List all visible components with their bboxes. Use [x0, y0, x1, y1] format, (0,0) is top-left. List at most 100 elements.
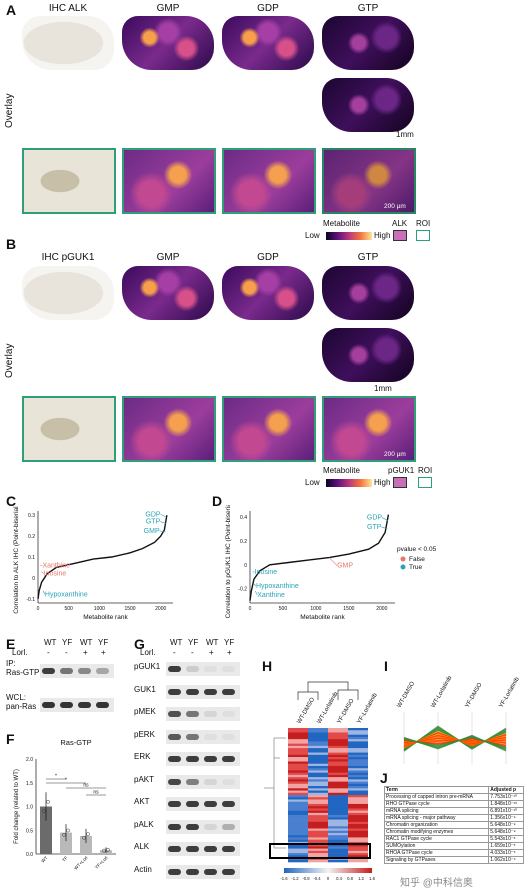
panel-h-cell [328, 750, 348, 753]
panel-g-band [204, 756, 217, 762]
panel-a-legend-low: Low [305, 231, 320, 240]
panel-h-cell [288, 810, 308, 814]
panel-h-cell [328, 799, 348, 802]
panel-h-cell [288, 859, 308, 863]
panel-e-band [60, 702, 73, 708]
panel-h-scale-tick: 1.2 [358, 876, 364, 881]
panel-h-cell [328, 844, 348, 847]
panel-h-cell [348, 757, 368, 760]
panel-g-band [168, 688, 181, 695]
panel-b-gdp-image [222, 266, 314, 320]
panel-h-cell [348, 801, 368, 805]
panel-f-bar [40, 806, 52, 854]
panel-h-cell [328, 745, 348, 749]
panel-h-cell [348, 739, 368, 742]
panel-e-lorl-value: + [83, 648, 88, 657]
panel-h-scale-tick: 0.4 [336, 876, 342, 881]
panel-g-band [204, 711, 217, 717]
panel-h-cell [308, 853, 328, 856]
panel-h-cell [288, 777, 308, 780]
panel-h-col-label: YF-DMSO [337, 698, 356, 725]
panel-i-col-label: WT-DMSO [397, 681, 417, 709]
panel-h-cell [328, 786, 348, 789]
panel-b-gmp-overlay [122, 328, 214, 382]
panel-j-table-cell: 5.543x10⁻⁶ [488, 835, 524, 843]
panel-h-cell [308, 808, 328, 811]
panel-c-y-tick: 0.3 [28, 513, 35, 519]
panel-h-cell [308, 779, 328, 782]
panel-h-col-label: WT-DMSO [297, 697, 317, 725]
panel-h-cell [328, 839, 348, 843]
panel-g-band [222, 823, 235, 830]
panel-g-band [222, 868, 235, 875]
panel-g-blot-strip [166, 774, 240, 789]
panel-h-cell [308, 795, 328, 798]
panel-h-cell [328, 797, 348, 800]
panel-h-cell [348, 732, 368, 735]
panel-j-table-cell: Chromatin organization [383, 821, 490, 829]
panel-h-cell [288, 786, 308, 789]
panel-c-rank-curve [37, 515, 168, 599]
panel-h-cell [308, 777, 328, 780]
panel-j-go-table: Term Adjusted p Processing of capped intro… [383, 786, 524, 864]
panel-b-gtp-image [322, 266, 414, 320]
panel-i-col-label: YF-Lorlatinib [499, 676, 522, 709]
panel-j-header-cell: Adjusted p [488, 786, 524, 794]
panel-g-blot-strip [166, 842, 240, 856]
panel-h-cell [328, 824, 348, 827]
panel-h-col-dendrogram [297, 681, 359, 700]
panel-h-cell [308, 739, 328, 742]
panel-h-cell [288, 835, 308, 838]
panel-j-table-cell: Signaling by GTPases [383, 856, 490, 864]
panel-h-cell [308, 765, 328, 769]
panel-b-gtp-zoom [322, 396, 416, 462]
panel-g-band [168, 711, 181, 717]
panel-h-cell [348, 772, 368, 776]
panel-h-scale-tick: -0.4 [313, 876, 321, 881]
panel-b-legend-title: Metabolite [323, 466, 360, 475]
panel-a-gdp-overlay [222, 78, 314, 132]
panel-j-label: J [380, 770, 388, 786]
panel-h-cell [328, 819, 348, 823]
panel-a-gtp-zoom [322, 148, 416, 214]
panel-f-x-tick: WT [40, 855, 49, 864]
panel-j-table-cell: RHOA GTPase cycle [383, 849, 490, 857]
panel-h-cell [288, 768, 308, 771]
panel-j-table-row: mRNA splicing 6.891x10⁻¹⁰ [383, 807, 524, 815]
panel-h-cell [308, 799, 328, 802]
panel-h-cell [288, 772, 308, 776]
panel-h-cell [288, 790, 308, 794]
panel-d-legend-label: False [409, 556, 425, 563]
panel-h-cell [348, 812, 368, 816]
panel-h-cell [308, 772, 328, 776]
panel-b-scale-200um: 200 µm [384, 451, 406, 458]
panel-h-cell [328, 846, 348, 849]
panel-h-cell [328, 736, 348, 740]
panel-f-bar [80, 835, 92, 854]
panel-h-cell [308, 790, 328, 794]
panel-a-ihc-overlay [22, 78, 114, 132]
panel-h-cell [288, 806, 308, 809]
panel-j-table-row: mRNA splicing - major pathway 1.356x10⁻⁹ [383, 814, 524, 822]
panel-h-cell [308, 846, 328, 849]
panel-g-lorl-value: - [191, 648, 194, 657]
panel-b-col-gtp: GTP [357, 252, 379, 263]
panel-g-band [222, 733, 235, 740]
panel-d-y-tick: 0 [244, 563, 247, 569]
panel-g-band [204, 801, 217, 807]
panel-a-col-gmp: GMP [156, 3, 180, 14]
panel-a-legend-high: High [374, 231, 391, 240]
panel-h-cell [328, 770, 348, 773]
panel-h-scale-tick: -0.8 [302, 876, 310, 881]
panel-d-annotation-label: GDP [367, 515, 383, 522]
panel-g-band [186, 823, 199, 830]
panel-g-band [222, 688, 235, 695]
panel-h-cell [328, 777, 348, 780]
panel-d-annotation-label: GMP [337, 563, 353, 570]
panel-d-legend-title: pvalue < 0.05 [397, 546, 437, 553]
panel-g-band [222, 711, 235, 717]
panel-h-cell [288, 819, 308, 823]
panel-h-cell [328, 855, 348, 858]
panel-d-rank-curve [249, 514, 390, 601]
panel-f-title: Ras-GTP [60, 738, 91, 747]
